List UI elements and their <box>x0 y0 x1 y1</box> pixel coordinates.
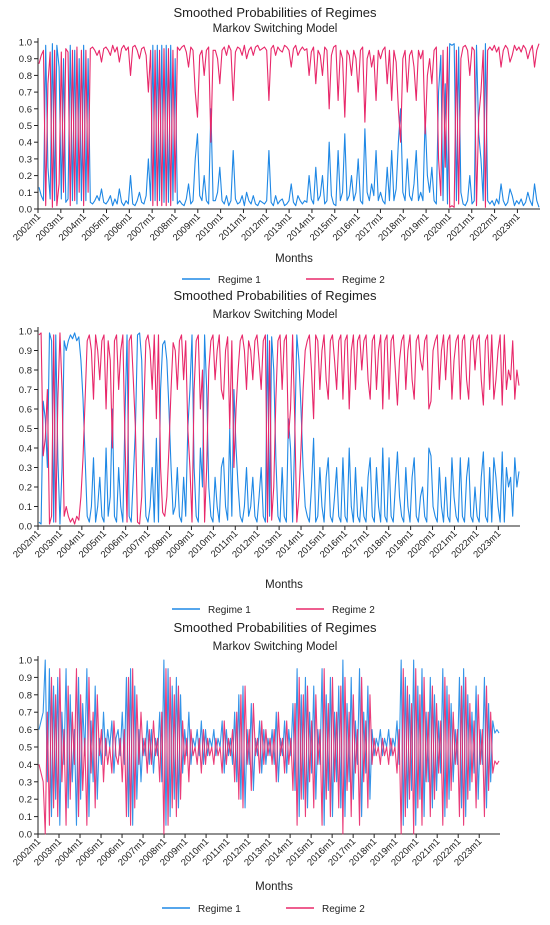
y-tick-label: 0.9 <box>19 54 32 65</box>
chart-2-title: Smoothed Probabilities of Regimes <box>173 288 377 303</box>
y-tick-label: 0.2 <box>19 483 32 494</box>
chart-1-title: Smoothed Probabilities of Regimes <box>173 5 377 20</box>
series-line-regime-2 <box>38 43 540 208</box>
chart-3-title: Smoothed Probabilities of Regimes <box>173 620 377 635</box>
legend-label-regime-2: Regime 2 <box>342 275 385 286</box>
y-tick-label: 0.7 <box>19 708 32 719</box>
series-line-regime-1 <box>38 43 540 208</box>
y-tick-label: 0.9 <box>19 673 32 684</box>
legend-label-regime-1: Regime 1 <box>198 904 241 915</box>
y-tick-label: 0.6 <box>19 405 32 416</box>
y-tick-label: 0.0 <box>19 205 32 216</box>
legend-label-regime-1: Regime 1 <box>218 275 261 286</box>
series-line-regime-2 <box>38 332 520 525</box>
y-tick-label: 0.9 <box>19 346 32 357</box>
y-tick-label: 0.2 <box>19 795 32 806</box>
legend-label-regime-2: Regime 2 <box>332 605 375 616</box>
y-tick-label: 0.0 <box>19 830 32 841</box>
y-tick-label: 0.4 <box>19 138 32 149</box>
y-tick-label: 0.1 <box>19 502 32 513</box>
y-tick-label: 0.4 <box>19 444 32 455</box>
y-tick-label: 0.7 <box>19 385 32 396</box>
legend-label-regime-2: Regime 2 <box>322 904 365 915</box>
y-tick-label: 0.5 <box>19 121 32 132</box>
y-tick-label: 0.5 <box>19 743 32 754</box>
chart-1-subtitle: Markov Switching Model <box>213 23 338 35</box>
y-tick-label: 1.0 <box>19 656 32 667</box>
y-tick-label: 1.0 <box>19 327 32 338</box>
y-tick-label: 0.8 <box>19 366 32 377</box>
x-axis-label: Months <box>275 253 313 265</box>
y-tick-label: 0.5 <box>19 424 32 435</box>
y-tick-label: 0.1 <box>19 188 32 199</box>
series-line-regime-2 <box>38 668 500 835</box>
y-tick-label: 0.8 <box>19 71 32 82</box>
x-axis-label: Months <box>255 881 293 893</box>
chart-3-subtitle: Markov Switching Model <box>213 641 338 653</box>
y-tick-label: 0.0 <box>19 522 32 533</box>
y-tick-label: 0.8 <box>19 690 32 701</box>
y-tick-label: 0.3 <box>19 154 32 165</box>
y-tick-label: 0.2 <box>19 171 32 182</box>
y-tick-label: 0.6 <box>19 725 32 736</box>
x-axis-label: Months <box>265 579 303 591</box>
y-tick-label: 0.6 <box>19 104 32 115</box>
y-tick-label: 1.0 <box>19 38 32 49</box>
y-tick-label: 0.3 <box>19 777 32 788</box>
legend-label-regime-1: Regime 1 <box>208 605 251 616</box>
y-tick-label: 0.4 <box>19 760 32 771</box>
y-tick-label: 0.1 <box>19 812 32 823</box>
series-line-regime-1 <box>38 332 520 525</box>
chart-2-subtitle: Markov Switching Model <box>213 309 338 321</box>
y-tick-label: 0.3 <box>19 463 32 474</box>
y-tick-label: 0.7 <box>19 88 32 99</box>
